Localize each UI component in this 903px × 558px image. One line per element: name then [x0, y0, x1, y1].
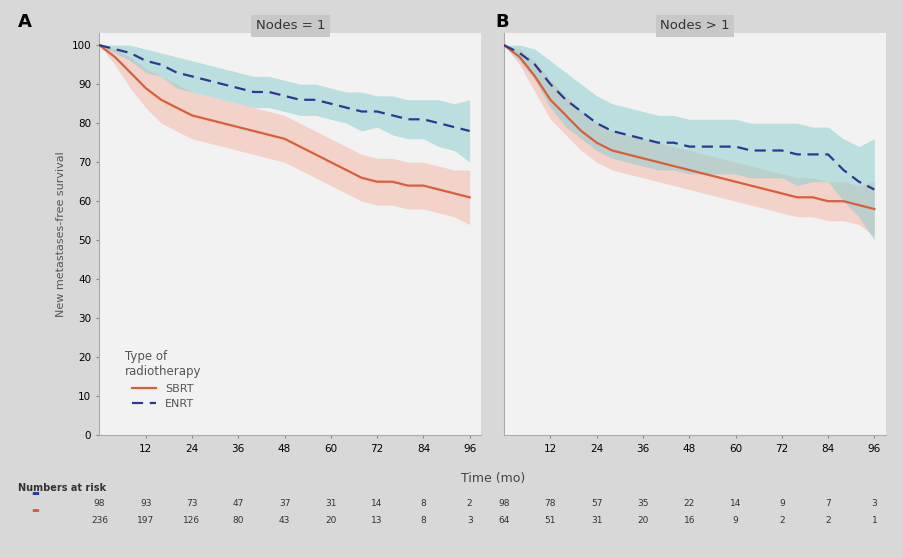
Text: B: B	[495, 13, 508, 31]
Text: 47: 47	[232, 499, 244, 508]
Text: 13: 13	[371, 516, 383, 525]
Text: 2: 2	[778, 516, 784, 525]
Legend: SBRT, ENRT: SBRT, ENRT	[120, 345, 205, 413]
Title: Nodes = 1: Nodes = 1	[256, 20, 325, 32]
Text: Numbers at risk: Numbers at risk	[18, 483, 106, 493]
Text: 126: 126	[183, 516, 200, 525]
Text: ▬: ▬	[32, 506, 40, 515]
Text: 80: 80	[232, 516, 244, 525]
Text: 73: 73	[186, 499, 198, 508]
Text: 98: 98	[94, 499, 105, 508]
Text: 31: 31	[591, 516, 601, 525]
Text: 93: 93	[140, 499, 152, 508]
Text: 9: 9	[731, 516, 738, 525]
Text: 7: 7	[824, 499, 830, 508]
Y-axis label: New metastases-free survival: New metastases-free survival	[56, 151, 66, 318]
Text: 22: 22	[683, 499, 694, 508]
Text: 3: 3	[466, 516, 472, 525]
Text: 8: 8	[420, 499, 426, 508]
Text: A: A	[18, 13, 32, 31]
Text: 197: 197	[137, 516, 154, 525]
Title: Nodes > 1: Nodes > 1	[659, 20, 729, 32]
Text: 57: 57	[591, 499, 601, 508]
Text: 37: 37	[278, 499, 290, 508]
Text: 78: 78	[545, 499, 555, 508]
Text: 14: 14	[729, 499, 740, 508]
Text: 16: 16	[683, 516, 694, 525]
Text: 20: 20	[325, 516, 336, 525]
Text: 3: 3	[870, 499, 876, 508]
Text: 35: 35	[637, 499, 648, 508]
Text: ▬: ▬	[32, 489, 40, 498]
Text: 51: 51	[545, 516, 555, 525]
Text: Time (mo): Time (mo)	[460, 472, 525, 484]
Text: 14: 14	[371, 499, 382, 508]
Text: 236: 236	[91, 516, 107, 525]
Text: 9: 9	[778, 499, 784, 508]
Text: 2: 2	[824, 516, 830, 525]
Text: 64: 64	[498, 516, 509, 525]
Text: 1: 1	[870, 516, 876, 525]
Text: 8: 8	[420, 516, 426, 525]
Text: 31: 31	[325, 499, 336, 508]
Text: 20: 20	[637, 516, 648, 525]
Text: 43: 43	[278, 516, 290, 525]
Text: 2: 2	[466, 499, 472, 508]
Text: 98: 98	[498, 499, 509, 508]
